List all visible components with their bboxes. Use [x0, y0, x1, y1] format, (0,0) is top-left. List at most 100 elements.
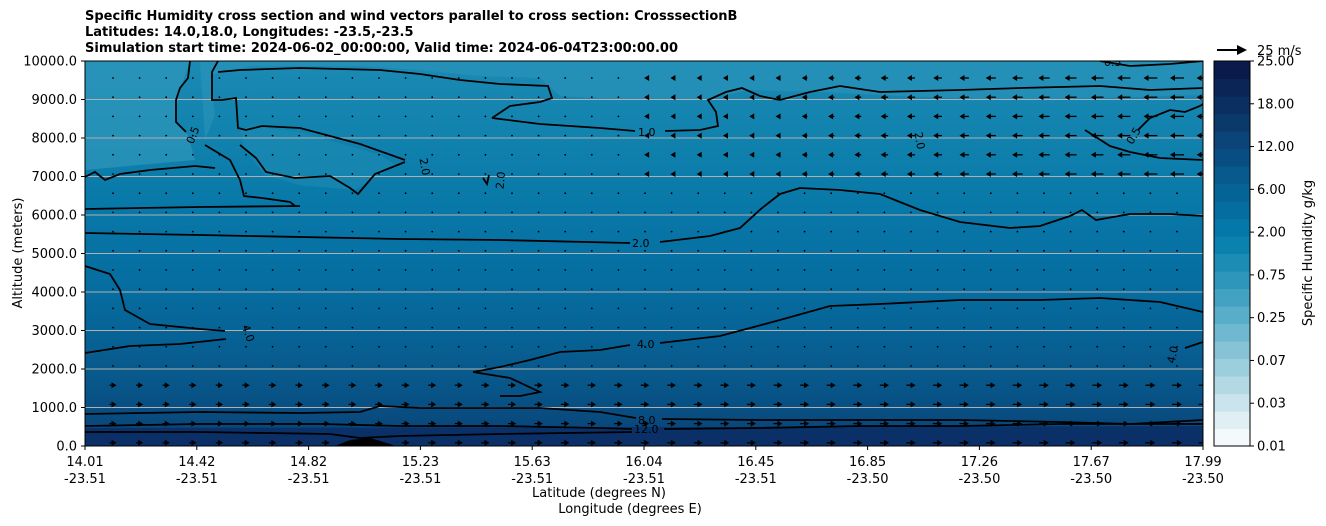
wind-vector [853, 439, 863, 446]
wind-vector [404, 134, 407, 137]
wind-vector [1039, 382, 1049, 389]
contour-0.5 [175, 61, 191, 133]
wind-vector [644, 211, 646, 214]
wind-vector [165, 173, 168, 175]
x-tick-label-lat: 14.82 [290, 455, 327, 470]
wind-vector [484, 288, 487, 291]
wind-vector [1043, 192, 1045, 195]
wind-vector [989, 288, 992, 291]
wind-vector [431, 153, 434, 156]
wind-vector [910, 326, 912, 329]
wind-vector [644, 288, 646, 291]
wind-vector [696, 171, 702, 177]
wind-vector [830, 211, 833, 214]
wind-vector [484, 230, 487, 233]
wind-vector [1122, 307, 1125, 310]
wind-vector [587, 382, 596, 389]
wind-vector [910, 288, 912, 291]
wind-vector [697, 211, 700, 214]
wind-vector [775, 113, 781, 120]
wind-vector [404, 153, 407, 156]
x-tick-label-lat: 17.26 [961, 455, 998, 470]
wind-vector [1117, 132, 1131, 139]
wind-vector [856, 249, 859, 252]
wind-vector [720, 382, 730, 389]
plot-area: 0.5 2.0 2.0 1.0 2.0 0.5 0.5 2.0 4.0 4.0 … [85, 61, 1203, 446]
contour-lines [85, 61, 1203, 439]
wind-vector [777, 249, 779, 252]
colorbar-tick-label: 6.00 [1257, 183, 1286, 198]
wind-vector [747, 382, 756, 389]
contour-2.0 [85, 165, 216, 182]
wind-vector [959, 439, 969, 446]
wind-vector [324, 288, 327, 291]
wind-vector [378, 249, 380, 252]
wind-vector [454, 382, 463, 389]
wind-vector [561, 401, 570, 408]
wind-vector [404, 115, 407, 118]
wind-vector [587, 439, 596, 446]
wind-vector [298, 288, 301, 291]
wind-vector [830, 326, 833, 329]
contour-4.0 [85, 338, 227, 354]
wind-vector [644, 132, 650, 139]
colorbar-tick-label: 25.00 [1257, 55, 1294, 70]
wind-vector [670, 269, 673, 271]
wind-vector [457, 192, 460, 195]
wind-vector [162, 439, 170, 446]
wind-vector [1198, 403, 1203, 406]
wind-vector [112, 345, 114, 348]
wind-vector [617, 230, 620, 233]
wind-vector [936, 307, 939, 310]
wind-vector [910, 269, 912, 271]
colorbar-frame [1213, 60, 1251, 447]
wind-vector [1198, 384, 1203, 386]
x-tick-label-lon: -23.51 [288, 472, 330, 487]
wind-vector [378, 269, 380, 271]
wind-vector [324, 211, 327, 214]
wind-vector [484, 134, 487, 137]
wind-vector [750, 230, 753, 233]
wind-vector [803, 230, 806, 233]
wind-vector [1090, 151, 1104, 158]
wind-vector [245, 96, 247, 99]
wind-vector [511, 173, 513, 175]
wind-vector [1012, 113, 1023, 120]
wind-vector [963, 288, 966, 291]
wind-vector [298, 192, 301, 195]
wind-reference-arrowhead [1237, 45, 1247, 55]
wind-vector [959, 171, 969, 177]
wind-vector [537, 211, 540, 214]
wind-vector [1176, 192, 1178, 195]
wind-vector [165, 153, 168, 156]
wind-vector [697, 365, 700, 367]
wind-vector [271, 115, 274, 118]
wind-vector [985, 132, 996, 139]
wind-vector [431, 269, 434, 271]
wind-vector [803, 365, 806, 367]
wind-vector [750, 365, 753, 367]
wind-vector [136, 401, 144, 408]
wind-vector [1012, 439, 1023, 446]
wind-vector [351, 269, 354, 271]
wind-vector [723, 326, 726, 329]
wind-vector [1038, 75, 1050, 81]
wind-vector [191, 77, 194, 79]
wind-vector [826, 382, 836, 389]
wind-vector [298, 269, 301, 271]
wind-vector [245, 249, 247, 252]
wind-vector [590, 288, 593, 291]
wind-vector [457, 96, 460, 99]
wind-vector [215, 401, 224, 408]
wind-vector [298, 173, 301, 175]
colorbar-tick-label: 2.00 [1257, 226, 1286, 241]
x-tick-label-lon: -23.51 [399, 472, 441, 487]
wind-vector [351, 211, 354, 214]
wind-vector [1043, 269, 1045, 271]
wind-vector [351, 115, 354, 118]
wind-vector [511, 77, 513, 79]
wind-vector [511, 365, 513, 367]
wind-vector [484, 211, 487, 214]
wind-vector [295, 401, 303, 408]
wind-vector [428, 439, 437, 446]
